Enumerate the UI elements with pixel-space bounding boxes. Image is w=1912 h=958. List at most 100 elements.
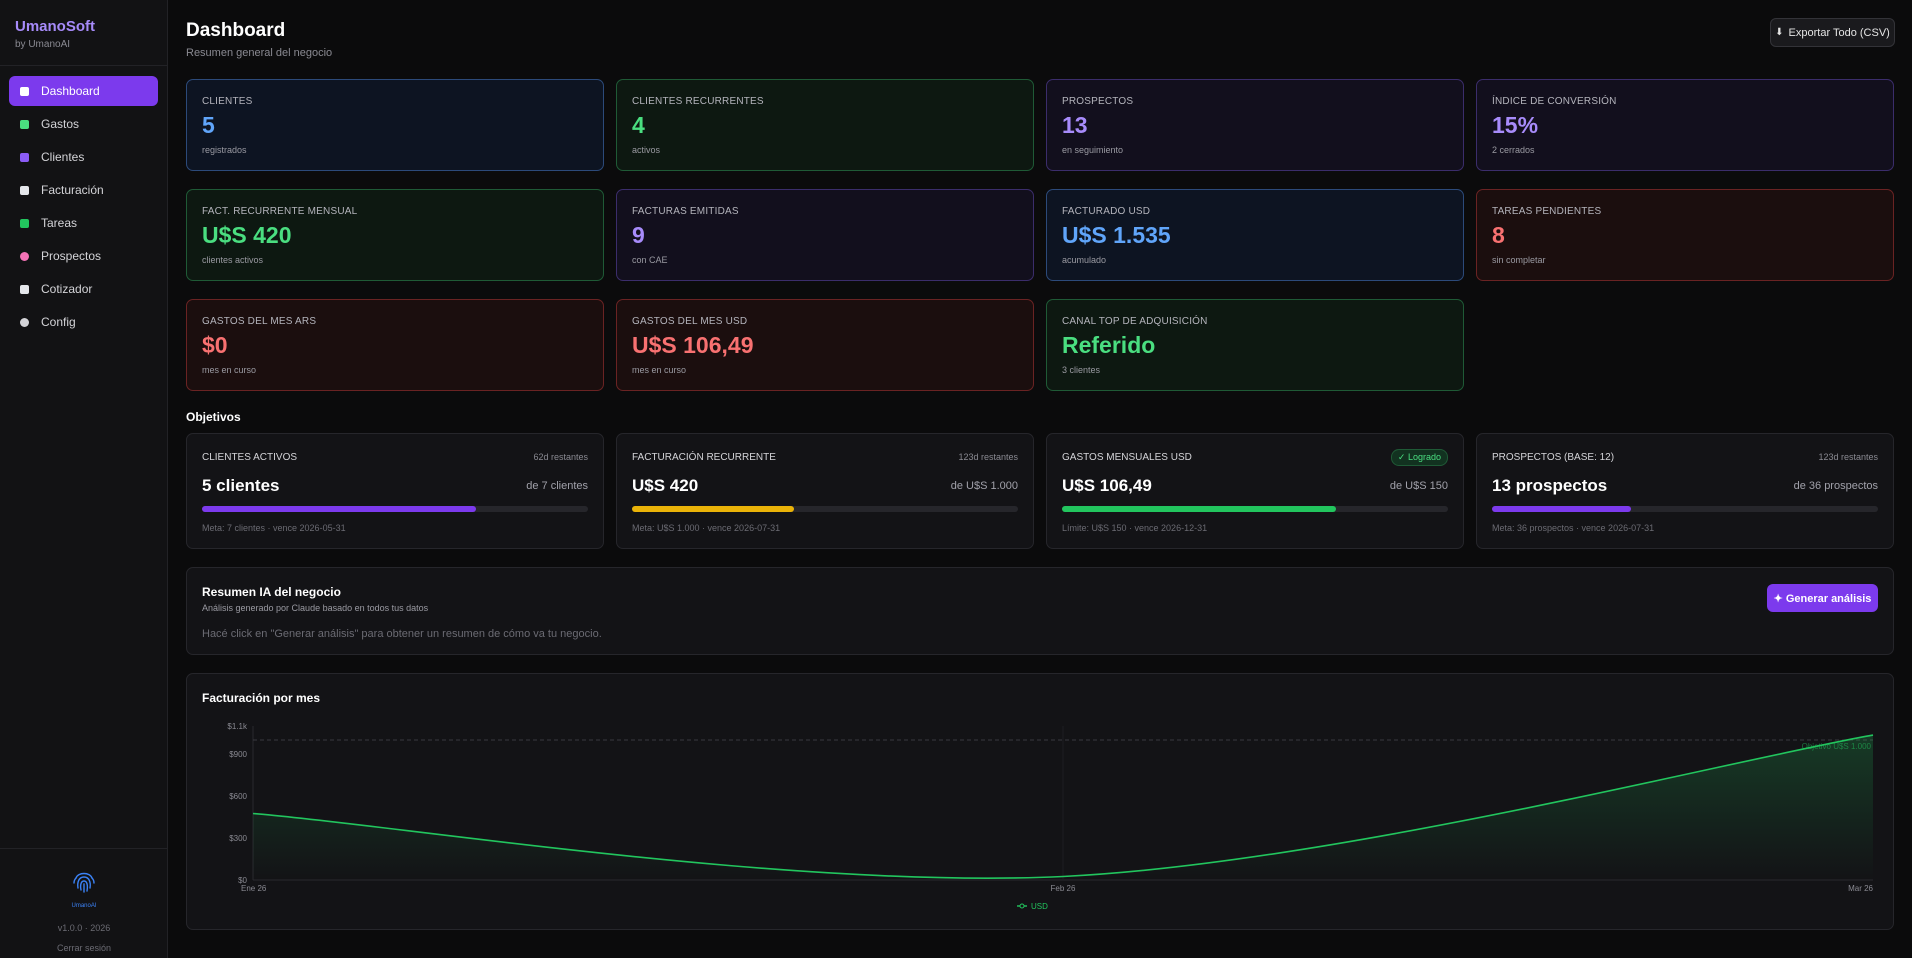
billing-chart-panel: Facturación por mes $0$300$600$900$1.1kO… [186,673,1894,930]
sidebar-item-label: Prospectos [41,249,102,263]
achieved-badge: ✓ Logrado [1390,448,1448,466]
objective-card: FACTURACIÓN RECURRENTE 123d restantes U$S … [616,433,1034,549]
stat-card: GASTOS DEL MES ARS $0 mes en curso [186,299,604,391]
brand-subtitle: by UmanoAI [15,39,71,50]
y-tick-label: $0 [238,876,247,885]
stat-card-value: 9 [632,222,645,248]
invoice-icon [20,185,29,195]
stat-card-label: TAREAS PENDIENTES [1492,206,1602,217]
sidebar-footer: UmanoAI v1.0.0 · 2026 Cerrar sesión [0,848,168,958]
billing-chart: $0$300$600$900$1.1kObjetivo U$S 1.000Ene… [227,722,1873,911]
sidebar-item-gastos[interactable]: Gastos [9,109,158,139]
sidebar-item-label: Dashboard [41,84,100,98]
stat-card-subtitle: activos [632,145,661,155]
stat-card-value: U$S 420 [202,222,292,248]
legend-label-usd: USD [1031,902,1048,911]
stat-card-value: U$S 106,49 [632,332,754,358]
objective-meta: Meta: 7 clientes · vence 2026-05-31 [202,523,346,533]
x-tick-label: Feb 26 [1051,884,1076,893]
stat-card-subtitle: mes en curso [202,365,257,375]
legend-swatch-dot [1019,903,1025,909]
objective-value: U$S 420 [632,476,699,495]
y-tick-label: $300 [229,834,247,843]
stat-card-label: GASTOS DEL MES USD [632,316,748,327]
objective-progress-fill [202,506,477,512]
stat-card-label: CLIENTES RECURRENTES [632,96,764,107]
stat-card: CANAL TOP DE ADQUISICIÓN Referido 3 client… [1046,299,1464,391]
download-icon: ⬇ [1775,27,1784,38]
x-tick-label: Ene 26 [241,884,267,893]
export-csv-button[interactable]: ⬇ Exportar Todo (CSV) [1770,18,1895,47]
stat-card-value: Referido [1062,332,1156,358]
stat-card-label: CANAL TOP DE ADQUISICIÓN [1062,316,1208,327]
objective-target: de U$S 150 [1389,480,1448,492]
ai-summary-subtitle: Análisis generado por Claude basado en t… [202,603,429,613]
document-icon [20,284,29,294]
sidebar-item-label: Cotizador [41,282,93,296]
stat-card-label: ÍNDICE DE CONVERSIÓN [1492,96,1617,107]
objective-card: PROSPECTOS (BASE: 12) 123d restantes 13 pr… [1476,433,1894,549]
page-title: Dashboard [186,20,286,41]
objective-remaining: 123d restantes [958,452,1018,462]
stat-card-label: CLIENTES [202,96,253,107]
ai-summary-hint: Hacé click en "Generar análisis" para ob… [202,628,602,640]
objective-label: GASTOS MENSUALES USD [1062,451,1192,463]
stat-card-value: 5 [202,112,215,138]
stat-card-value: 13 [1062,112,1088,138]
stat-card: CLIENTES RECURRENTES 4 activos [616,79,1034,171]
objective-label: FACTURACIÓN RECURRENTE [632,451,776,463]
objective-meta: Límite: U$S 150 · vence 2026-12-31 [1062,523,1208,533]
sidebar-item-label: Config [41,315,76,329]
sidebar-item-config[interactable]: Config [9,307,158,337]
objective-progress-fill [632,506,795,512]
objective-progress-fill [1062,506,1337,512]
sidebar-item-facturacin[interactable]: Facturación [9,175,158,205]
stat-card: ÍNDICE DE CONVERSIÓN 15% 2 cerrados [1476,79,1894,171]
objective-value: U$S 106,49 [1062,476,1152,495]
stat-card-value: $0 [202,332,228,358]
users-icon [20,152,29,162]
sidebar-item-tareas[interactable]: Tareas [9,208,158,238]
fingerprint-logo-icon [73,872,95,893]
sidebar-item-prospectos[interactable]: Prospectos [9,241,158,271]
ai-summary-title: Resumen IA del negocio [202,585,341,599]
objectives-title: Objetivos [186,410,241,424]
objective-remaining: 62d restantes [533,452,588,462]
objective-value: 5 clientes [202,476,280,495]
sidebar-item-cotizador[interactable]: Cotizador [9,274,158,304]
objective-meta: Meta: U$S 1.000 · vence 2026-07-31 [632,523,781,533]
x-tick-label: Mar 26 [1848,884,1873,893]
y-tick-label: $1.1k [227,722,248,731]
brand-name: UmanoSoft [15,18,95,35]
sidebar-item-clientes[interactable]: Clientes [9,142,158,172]
stat-card-subtitle: sin completar [1492,255,1546,265]
objective-target: de 36 prospectos [1793,480,1878,492]
objective-card: GASTOS MENSUALES USD ✓ Logrado U$S 106,49 d… [1046,433,1464,549]
objective-target: de 7 clientes [526,480,588,492]
stat-card: FACT. RECURRENTE MENSUAL U$S 420 clientes … [186,189,604,281]
stat-card-label: FACTURADO USD [1062,206,1151,217]
stat-card: PROSPECTOS 13 en seguimiento [1046,79,1464,171]
logout-link[interactable]: Cerrar sesión [56,943,112,953]
stat-card-subtitle: mes en curso [632,365,687,375]
objective-label: CLIENTES ACTIVOS [202,451,298,463]
objective-progress-track [1062,506,1448,512]
stat-card-label: PROSPECTOS [1062,96,1134,107]
stat-card-subtitle: 2 cerrados [1492,145,1535,155]
stat-card-subtitle: en seguimiento [1062,145,1124,155]
objective-target: de U$S 1.000 [950,480,1018,492]
y-tick-label: $600 [229,792,247,801]
footer-logo-text: UmanoAI [71,903,97,909]
sidebar-item-label: Tareas [41,216,78,230]
generate-analysis-button[interactable]: ✦ Generar análisis [1767,584,1878,612]
ai-summary-panel: Resumen IA del negocio Análisis generado… [186,567,1894,655]
series-area-usd [253,735,1873,880]
objective-progress-track [1492,506,1878,512]
export-csv-label: Exportar Todo (CSV) [1788,26,1890,39]
sidebar: UmanoSoft by UmanoAI Dashboard Gastos Clie… [0,0,168,958]
sidebar-item-dashboard[interactable]: Dashboard [9,76,158,106]
sidebar-item-label: Clientes [41,150,85,164]
money-icon [20,119,29,129]
stat-card-subtitle: registrados [202,145,247,155]
objective-progress-track [202,506,588,512]
